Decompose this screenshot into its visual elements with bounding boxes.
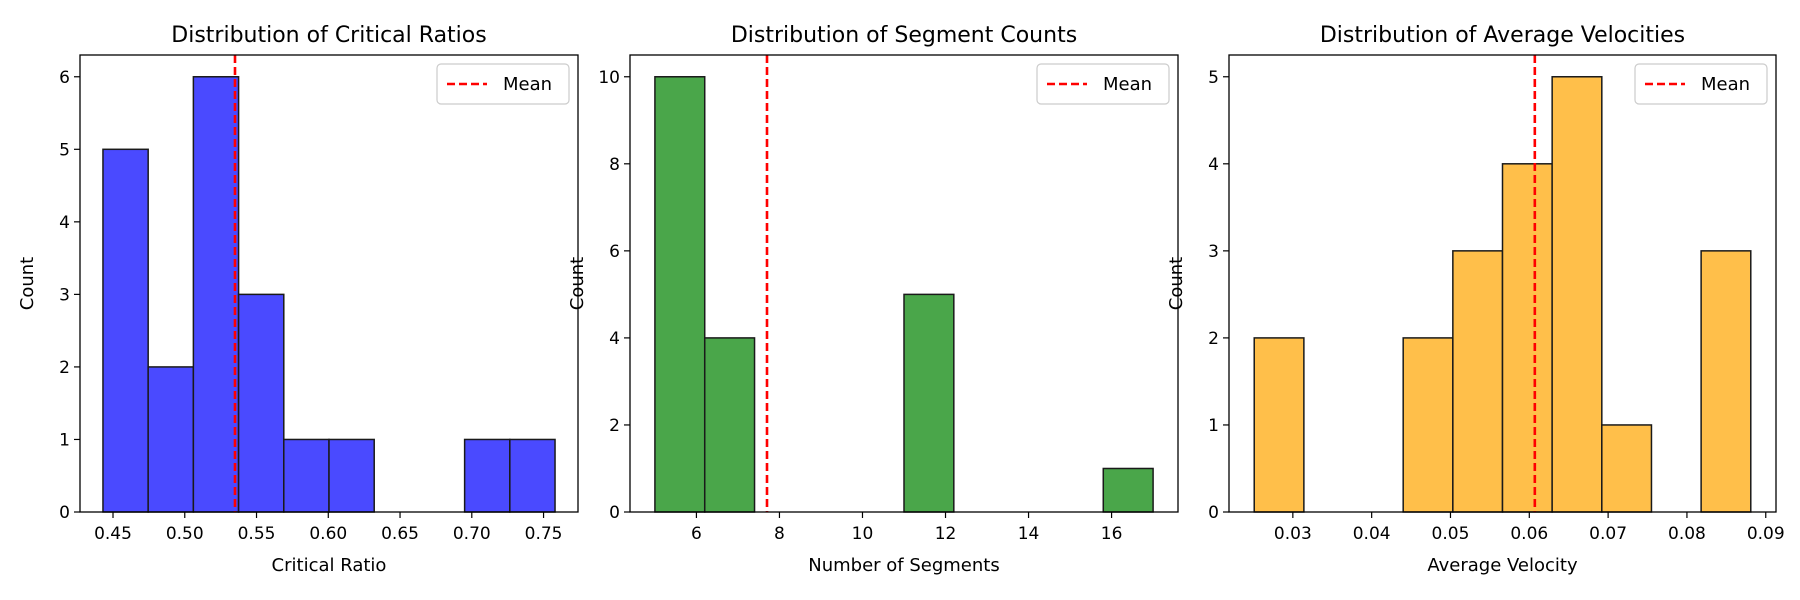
axes-frame <box>629 54 1179 513</box>
histogram-bar <box>147 366 195 513</box>
histogram-bar <box>1601 424 1653 513</box>
histogram-bar <box>703 337 756 513</box>
histogram-bar <box>328 438 375 513</box>
y-tick-label: 2 <box>609 416 620 436</box>
y-axis-label: Count <box>17 257 38 310</box>
x-axis-label: Critical Ratio <box>272 555 387 576</box>
axes-frame <box>1228 54 1777 513</box>
x-tick-label: 0.08 <box>1668 524 1706 544</box>
legend-box <box>436 63 570 105</box>
legend-label-mean: Mean <box>1701 74 1750 95</box>
histogram-bar <box>463 438 511 513</box>
histogram-bar <box>654 76 706 513</box>
y-tick-label: 3 <box>59 285 70 305</box>
y-tick-label: 0 <box>59 503 70 523</box>
y-tick-label: 1 <box>1208 416 1219 436</box>
x-tick-label: 0.03 <box>1274 524 1312 544</box>
y-tick-label: 6 <box>59 68 70 88</box>
y-tick-label: 4 <box>59 213 70 233</box>
histogram-bar <box>1452 250 1504 513</box>
y-tick-label: 0 <box>609 503 620 523</box>
axes-frame <box>79 54 579 513</box>
y-tick-label: 4 <box>609 329 620 349</box>
histogram-bar <box>1402 337 1454 513</box>
legend: Mean <box>1634 63 1768 105</box>
x-tick-label: 0.75 <box>525 524 563 544</box>
chart-title: Distribution of Segment Counts <box>731 23 1077 48</box>
y-tick-label: 2 <box>1208 329 1219 349</box>
x-tick-label: 6 <box>691 524 702 544</box>
y-tick-label: 4 <box>1208 155 1219 175</box>
histogram-bar <box>1102 467 1154 513</box>
x-tick-label: 0.06 <box>1510 524 1548 544</box>
x-tick-label: 0.70 <box>453 524 491 544</box>
chart-title: Distribution of Average Velocities <box>1320 23 1685 48</box>
legend: Mean <box>1036 63 1170 105</box>
y-tick-label: 5 <box>1208 68 1219 88</box>
subplot-1: 0.45 0.50 0.55 0.60 0.65 0.70 0.75 0 1 2 3 4 5 6 Distr… <box>17 23 579 576</box>
histogram-bar <box>1501 163 1553 513</box>
x-tick-label: 0.65 <box>381 524 419 544</box>
histogram-bar <box>1700 250 1752 513</box>
histogram-bar <box>1253 337 1305 513</box>
histogram-bar <box>192 76 240 513</box>
x-tick-label: 0.09 <box>1747 524 1785 544</box>
histogram-bar <box>102 148 149 513</box>
histogram-bar <box>283 438 330 513</box>
histogram-bar <box>903 293 955 513</box>
x-tick-label: 0.55 <box>238 524 276 544</box>
x-tick-label: 0.04 <box>1353 524 1391 544</box>
y-axis-label: Count <box>567 257 588 310</box>
y-tick-label: 3 <box>1208 242 1219 262</box>
legend-label-mean: Mean <box>1103 74 1152 95</box>
x-tick-label: 0.60 <box>309 524 347 544</box>
legend-label-mean: Mean <box>503 74 552 95</box>
x-tick-label: 14 <box>1018 524 1040 544</box>
y-tick-label: 5 <box>59 140 70 160</box>
y-tick-label: 2 <box>59 358 70 378</box>
subplot-2: 6 8 10 12 14 16 0 2 4 6 8 10 Distribution of Segment… <box>567 23 1179 576</box>
x-tick-label: 12 <box>935 524 957 544</box>
x-tick-label: 10 <box>852 524 874 544</box>
legend-box <box>1634 63 1768 105</box>
y-axis-label: Count <box>1166 257 1187 310</box>
histogram-bar <box>237 293 285 513</box>
y-tick-label: 0 <box>1208 503 1219 523</box>
y-tick-label: 8 <box>609 155 620 175</box>
histogram-bar <box>509 438 556 513</box>
y-tick-label: 6 <box>609 242 620 262</box>
subplot-3: 0.03 0.04 0.05 0.06 0.07 0.08 0.09 0 1 2 3 4 5 Distri… <box>1166 23 1785 576</box>
x-axis-label: Number of Segments <box>808 555 999 576</box>
histogram-bar <box>1551 76 1603 513</box>
x-axis-label: Average Velocity <box>1427 555 1578 576</box>
y-tick-label: 1 <box>59 430 70 450</box>
x-tick-label: 8 <box>774 524 785 544</box>
x-tick-label: 0.05 <box>1432 524 1470 544</box>
x-tick-label: 0.50 <box>166 524 204 544</box>
legend-box <box>1036 63 1170 105</box>
x-tick-label: 0.07 <box>1589 524 1627 544</box>
legend: Mean <box>436 63 570 105</box>
y-tick-label: 10 <box>598 68 620 88</box>
x-tick-label: 16 <box>1101 524 1123 544</box>
chart-title: Distribution of Critical Ratios <box>171 23 486 48</box>
x-tick-label: 0.45 <box>94 524 132 544</box>
